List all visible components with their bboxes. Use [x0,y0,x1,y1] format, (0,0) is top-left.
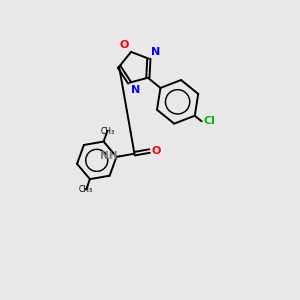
Text: CH₃: CH₃ [100,127,115,136]
Text: N: N [131,85,140,95]
Text: O: O [152,146,161,156]
Text: Cl: Cl [203,116,215,126]
Text: CH₃: CH₃ [79,185,93,194]
Text: O: O [119,40,129,50]
Text: N: N [151,47,160,57]
Text: NH: NH [100,152,117,161]
